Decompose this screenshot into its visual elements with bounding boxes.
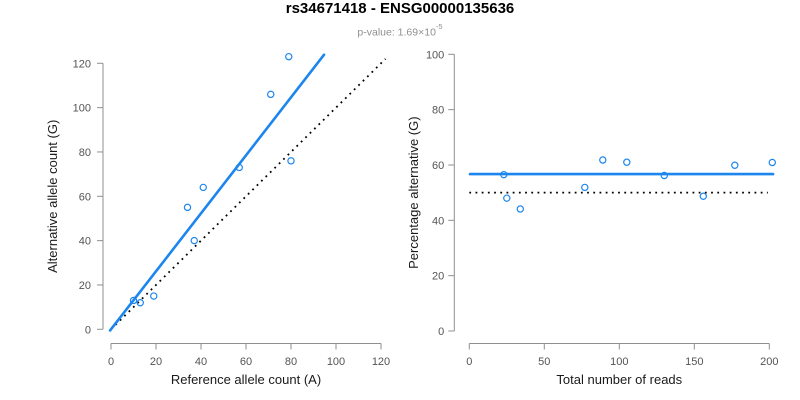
data-point [150,292,158,300]
y-tick-label: 60 [79,191,91,203]
x-tick-label: 60 [240,356,252,368]
data-point [660,171,669,180]
y-axis-title: Alternative allele count (G) [45,120,60,273]
data-point [768,158,777,167]
y-axis-title: Percentage alternative (G) [406,116,421,268]
y-tick-label: 100 [426,49,444,61]
y-tick-label: 60 [432,160,444,172]
x-tick-label: 100 [327,356,345,368]
x-axis-title: Reference allele count (A) [171,372,321,387]
figure-subtitle: p-value: 1.69×10-5 [0,22,800,39]
data-point [267,90,275,99]
p-value-exponent: -5 [435,22,443,32]
x-tick-label: 20 [150,356,162,368]
data-point [136,298,144,307]
y-tick-label: 20 [79,280,91,292]
x-tick-label: 100 [610,356,628,368]
y-tick-label: 20 [432,271,444,283]
data-point [235,163,243,172]
data-point [129,296,138,305]
data-point [581,183,589,192]
reference-dotted-line [114,58,387,326]
data-point [516,205,525,213]
data-point [500,170,508,179]
x-tick-label: 50 [538,356,550,368]
y-tick-label: 80 [432,105,444,117]
x-tick-label: 0 [466,356,472,368]
data-point [199,183,207,192]
plot-percentage-vs-reads: 0 50 100 150 200 0 20 40 60 80 100 Total number of … [406,49,778,387]
data-point [699,192,708,200]
x-tick-label: 120 [372,356,390,368]
x-tick-label: 200 [760,356,778,368]
plot-allele-counts: 0 20 40 60 80 100 120 0 20 40 60 80 100 120 Reference … [45,52,390,387]
y-tick-label: 100 [73,103,91,115]
data-point [183,203,192,212]
data-point [503,194,511,202]
y-tick-label: 80 [79,147,91,159]
x-axis-title: Total number of reads [556,372,682,387]
data-point [287,157,295,165]
data-point [623,158,631,166]
y-tick-label: 120 [73,58,91,70]
regression-line [108,53,326,332]
x-tick-label: 80 [285,356,297,368]
x-tick-label: 0 [108,356,114,368]
figure-title: rs34671418 - ENSG00000135636 [285,0,515,17]
p-value-text: p-value: 1.69×10 [357,26,436,39]
x-tick-label: 40 [195,356,207,368]
y-tick-label: 0 [85,324,91,336]
y-tick-label: 40 [79,236,91,248]
x-tick-label: 150 [685,356,703,368]
data-point [599,156,607,164]
y-tick-label: 40 [432,215,444,227]
data-point [285,52,293,61]
data-point [190,236,198,245]
y-tick-label: 0 [438,326,444,338]
data-point [731,161,739,169]
